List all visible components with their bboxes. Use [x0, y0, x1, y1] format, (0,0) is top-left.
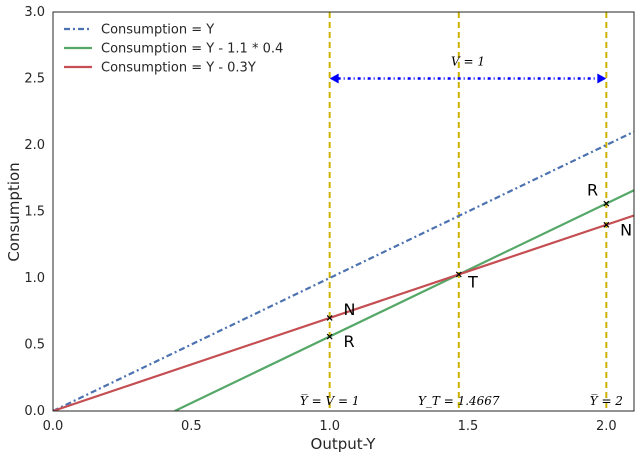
- arrow-annotation: V = 1: [329, 55, 607, 84]
- intersection-marker: [326, 333, 333, 340]
- y-tick-label: 0.0: [24, 404, 45, 419]
- point-label-R: R: [587, 181, 598, 200]
- arrow-label: V = 1: [451, 55, 485, 69]
- intersection-marker: [326, 314, 333, 321]
- y-tick-label: 2.5: [24, 72, 45, 87]
- legend-entry: Consumption = Y: [101, 23, 214, 38]
- point-label-N: N: [344, 300, 356, 319]
- point-label-T: T: [467, 272, 478, 291]
- vertical-line-label: Y_T = 1.4667: [418, 394, 500, 408]
- series-line-2: [174, 189, 634, 411]
- intersection-marker: [603, 200, 610, 207]
- x-tick-label: 1.0: [319, 419, 340, 434]
- y-axis-ticks: 0.0 0.5 1.0 1.5 2.0 2.5 3.0: [24, 5, 45, 419]
- series-line-3: [53, 214, 634, 411]
- x-tick-label: 1.5: [458, 419, 479, 434]
- legend-entry: Consumption = Y - 0.3Y: [101, 61, 256, 76]
- y-axis-label: Consumption: [5, 162, 23, 261]
- markers-layer: [326, 200, 610, 340]
- intersection-marker: [603, 221, 610, 228]
- x-tick-label: 0.0: [43, 419, 64, 434]
- x-tick-label: 2.0: [596, 419, 617, 434]
- vertical-line-label: Y̅ = 2: [590, 393, 623, 408]
- series-layer: [53, 130, 634, 411]
- legend: Consumption = Y Consumption = Y - 1.1 * 0…: [64, 23, 283, 76]
- plot-frame: [52, 11, 635, 412]
- x-axis-label: Output-Y: [311, 435, 377, 453]
- series-line-1: [53, 130, 634, 411]
- y-tick-label: 3.0: [24, 5, 45, 20]
- arrow-head-left: [329, 73, 339, 84]
- y-tick-label: 2.0: [24, 138, 45, 153]
- vertical-lines: Y̅ = V = 1 Y_T = 1.4667 Y̅ = 2: [300, 12, 623, 411]
- y-tick-label: 1.5: [24, 205, 45, 220]
- intersection-marker: [455, 271, 462, 278]
- y-tick-label: 1.0: [24, 271, 45, 286]
- legend-entry: Consumption = Y - 1.1 * 0.4: [101, 42, 283, 57]
- x-axis-ticks: 0.0 0.5 1.0 1.5 2.0: [43, 419, 617, 434]
- vertical-line-label: Y̅ = V = 1: [300, 393, 360, 408]
- point-label-N: N: [620, 220, 632, 239]
- x-tick-label: 0.5: [181, 419, 202, 434]
- point-label-R: R: [344, 332, 355, 351]
- arrow-head-right: [597, 73, 607, 84]
- y-tick-label: 0.5: [24, 338, 45, 353]
